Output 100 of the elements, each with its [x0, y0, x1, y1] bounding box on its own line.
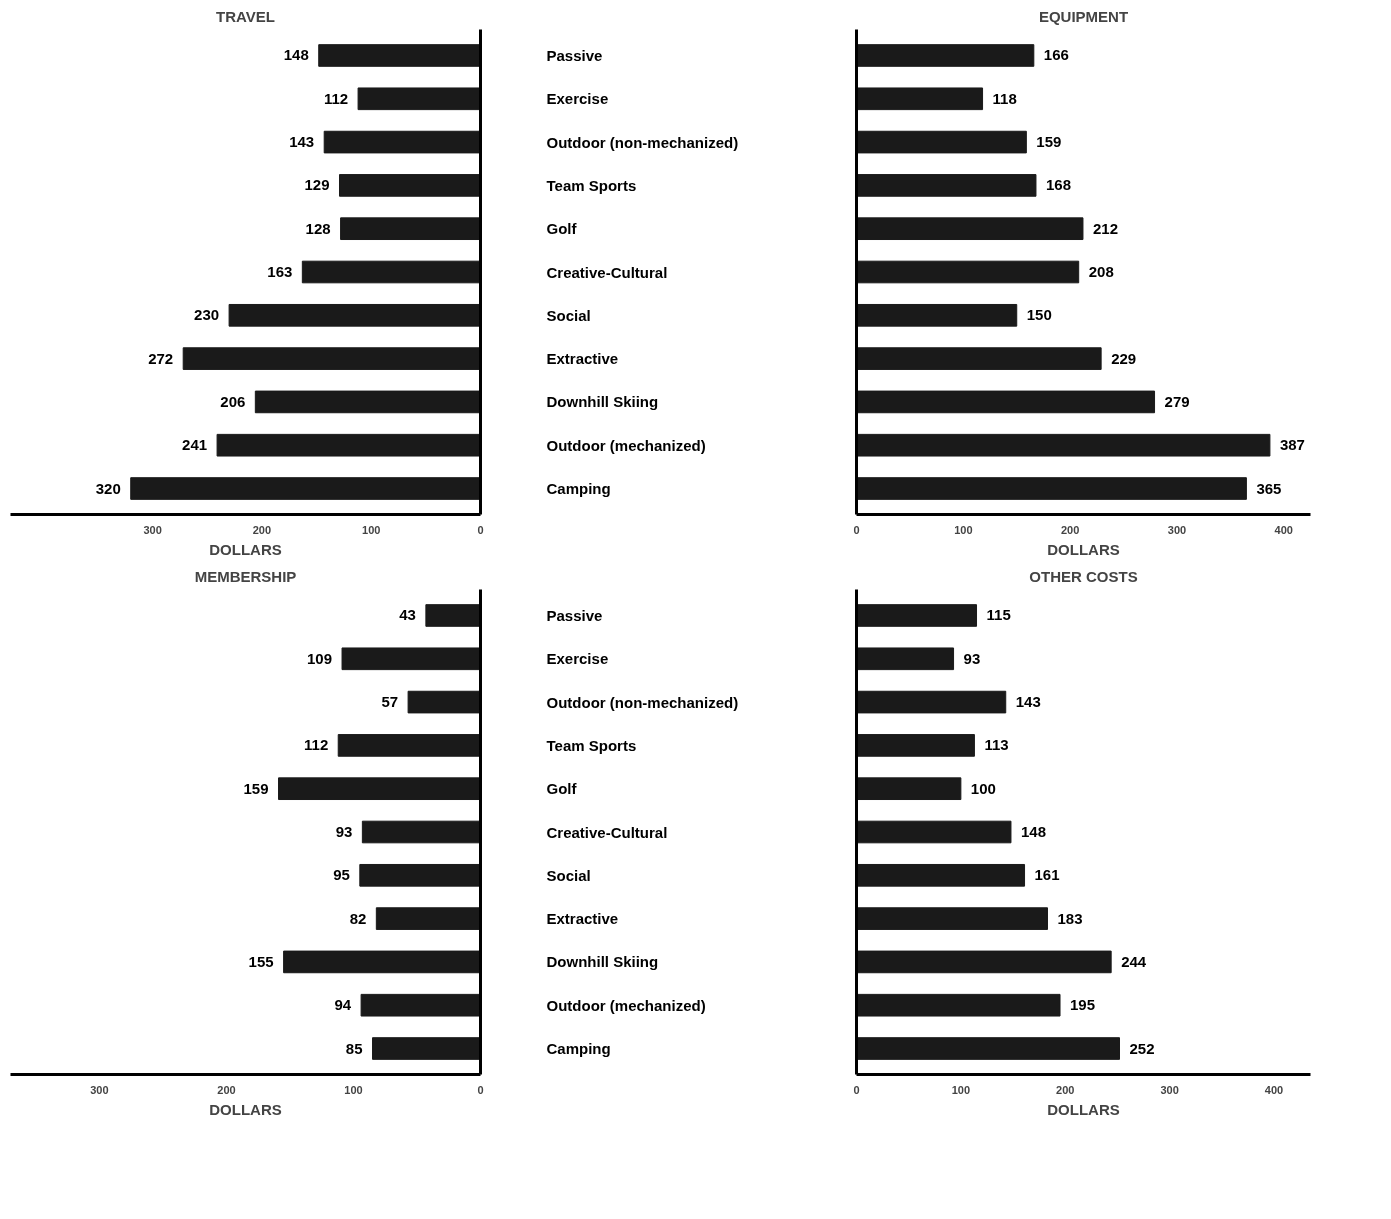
data-label: 208 [1088, 263, 1114, 280]
bar [856, 130, 1027, 154]
bar [278, 777, 481, 801]
y-tick-label: Camping [546, 480, 611, 498]
x-tick-label: 100 [362, 523, 381, 536]
data-label: 279 [1164, 392, 1190, 410]
bar [360, 993, 481, 1017]
x-tick-label: 0 [477, 523, 484, 536]
bar [318, 44, 481, 67]
bar [856, 604, 978, 627]
bar [357, 87, 481, 111]
bar [425, 604, 481, 627]
data-label: 85 [345, 1039, 363, 1057]
data-label: 94 [334, 996, 352, 1014]
data-label: 112 [323, 89, 349, 107]
data-label: 143 [289, 133, 315, 151]
x-axis-title: DOLLARS [209, 1100, 282, 1118]
data-label: 118 [992, 89, 1017, 107]
bar [856, 477, 1247, 500]
chart-title: OTHER COSTS [1029, 567, 1138, 585]
x-tick-label: 200 [252, 523, 272, 536]
bar [856, 1037, 1121, 1060]
x-tick-label: 0 [853, 523, 860, 536]
bar [341, 647, 481, 671]
bar [301, 260, 481, 284]
y-tick-label: Creative-Cultural [546, 823, 668, 841]
data-label: 150 [1026, 306, 1052, 324]
x-tick-label: 300 [1160, 1083, 1179, 1096]
chart-title: MEMBERSHIP [194, 567, 297, 585]
bar [228, 303, 481, 327]
data-label: 387 [1279, 436, 1305, 454]
x-tick-label: 0 [477, 1083, 484, 1096]
x-axis-title: DOLLARS [1047, 540, 1120, 558]
y-tick-label: Team Sports [546, 736, 637, 754]
x-tick-label: 300 [143, 523, 162, 536]
data-label: 57 [381, 693, 399, 711]
y-tick-label: Camping [546, 1040, 611, 1058]
data-label: 143 [1015, 693, 1041, 711]
x-tick-label: 200 [1056, 1083, 1075, 1096]
bar [856, 950, 1112, 974]
bar [856, 690, 1007, 714]
y-tick-label: Social [546, 306, 591, 324]
bar [856, 347, 1102, 370]
data-label: 168 [1045, 176, 1071, 194]
data-label: 109 [307, 649, 333, 667]
data-label: 161 [1034, 866, 1060, 884]
y-tick-label: Downhill Skiing [546, 953, 659, 971]
data-label: 82 [349, 909, 367, 927]
bar [323, 130, 481, 154]
bar [856, 433, 1271, 457]
bar [856, 390, 1156, 414]
chart-title: TRAVEL [216, 7, 275, 25]
x-tick-label: 100 [954, 523, 973, 536]
bar [372, 1037, 481, 1060]
data-label: 155 [248, 952, 274, 970]
bar [856, 217, 1084, 241]
data-label: 148 [1020, 823, 1046, 840]
data-label: 113 [984, 736, 1009, 754]
bar [130, 477, 481, 500]
data-label: 93 [335, 823, 353, 840]
y-tick-label: Social [546, 866, 591, 884]
y-tick-label: Exercise [546, 90, 609, 108]
bar [856, 303, 1018, 327]
data-label: 129 [304, 176, 330, 194]
data-label: 212 [1092, 219, 1118, 237]
x-tick-label: 300 [1167, 523, 1187, 536]
data-label: 365 [1256, 479, 1282, 497]
bar [182, 347, 481, 370]
y-tick-label: Golf [546, 780, 578, 798]
bar [339, 174, 481, 197]
data-label: 244 [1121, 952, 1147, 970]
data-label: 148 [283, 46, 309, 64]
x-tick-label: 400 [1264, 1083, 1284, 1096]
data-label: 115 [986, 606, 1011, 624]
data-label: 93 [963, 649, 981, 667]
x-tick-label: 100 [344, 1083, 363, 1096]
data-label: 100 [970, 779, 996, 797]
bar [856, 44, 1035, 67]
x-tick-label: 300 [90, 1083, 109, 1096]
y-tick-label: Downhill Skiing [546, 393, 659, 411]
data-label: 159 [1036, 133, 1062, 151]
y-tick-label: Passive [546, 46, 603, 64]
bar [856, 647, 955, 671]
data-label: 241 [182, 436, 208, 454]
bar [407, 690, 481, 714]
bar [856, 260, 1080, 284]
data-label: 183 [1057, 909, 1083, 927]
data-label: 159 [243, 779, 269, 797]
data-label: 229 [1111, 349, 1137, 367]
y-tick-label: Exercise [546, 650, 609, 668]
data-label: 43 [399, 606, 416, 624]
bar [856, 87, 984, 111]
data-label: 128 [305, 219, 331, 237]
bar [856, 734, 975, 757]
bar [856, 907, 1048, 930]
y-tick-label: Outdoor (non-mechanized) [546, 693, 739, 711]
x-tick-label: 0 [853, 1083, 860, 1096]
y-tick-label: Extractive [546, 350, 619, 368]
bar [856, 174, 1037, 197]
y-tick-label: Passive [546, 606, 603, 624]
